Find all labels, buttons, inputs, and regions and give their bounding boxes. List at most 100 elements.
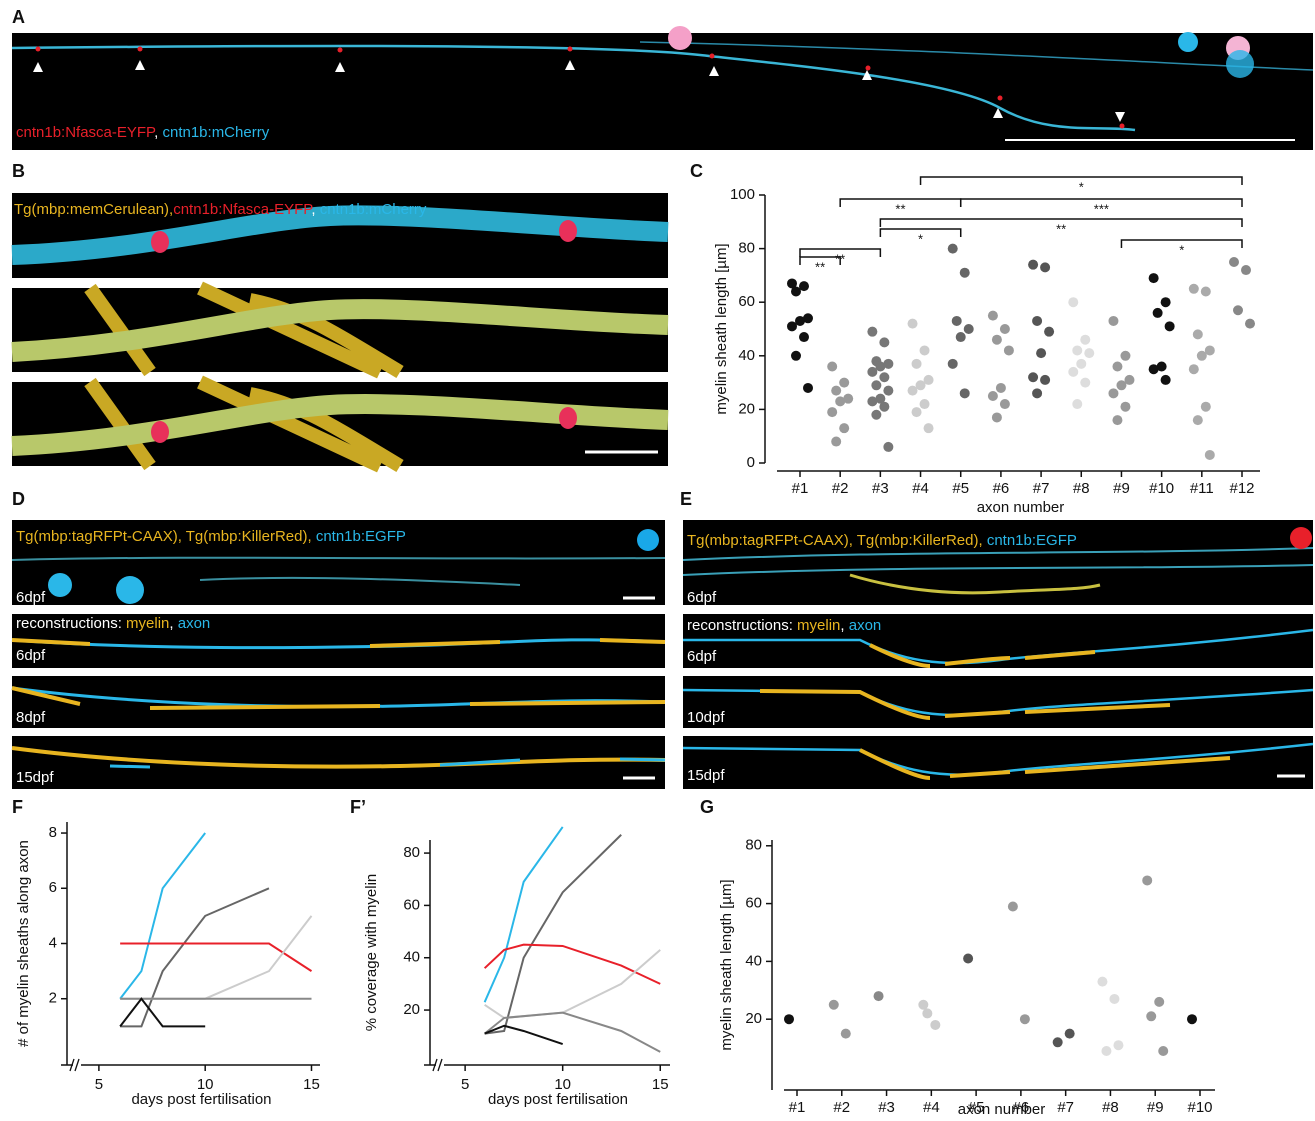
node (151, 231, 169, 253)
axon (11, 686, 666, 709)
data-point (963, 324, 974, 334)
series-line (120, 887, 270, 1028)
data-point (1156, 361, 1167, 372)
y-tick-label: 0 (747, 454, 755, 471)
data-point (1158, 1045, 1169, 1056)
data-point (867, 366, 878, 377)
node (559, 220, 577, 242)
data-point (1112, 415, 1123, 426)
y-tick-label: 20 (738, 400, 755, 417)
data-point (1112, 361, 1123, 372)
data-point (831, 385, 842, 396)
x-tick-label: #12 (1229, 480, 1254, 497)
y-tick-label: 40 (738, 347, 755, 364)
data-point (875, 361, 886, 372)
image-caption: 15dpf (687, 767, 725, 784)
x-tick-label: #2 (833, 1099, 850, 1116)
image-caption: 8dpf (16, 709, 46, 726)
data-point (799, 281, 809, 292)
data-point (843, 393, 854, 404)
data-point (1196, 350, 1207, 361)
data-point (1076, 358, 1087, 369)
data-point (867, 326, 878, 337)
series-line (483, 943, 661, 985)
data-point (883, 385, 894, 396)
caption-part: reconstructions: (16, 615, 126, 632)
significance-bracket (879, 228, 962, 237)
data-point (1064, 1028, 1075, 1039)
cell (116, 576, 144, 604)
data-point (951, 315, 962, 326)
x-tick-label: #8 (1102, 1099, 1119, 1116)
x-tick-label: #8 (1073, 480, 1090, 497)
data-point (1204, 449, 1215, 460)
data-point (828, 999, 839, 1010)
data-point (1164, 321, 1175, 332)
x-tick-label: #4 (912, 480, 929, 497)
x-tick-label: #6 (1013, 1099, 1030, 1116)
x-tick-label: #9 (1147, 1099, 1164, 1116)
data-point (1192, 415, 1203, 426)
x-tick-label: 15 (303, 1076, 320, 1093)
x-tick-label: 10 (554, 1076, 571, 1093)
x-axis-label: axon number (958, 1101, 1046, 1118)
axis-break (432, 1058, 443, 1072)
caption-part: , (169, 615, 177, 632)
caption-part: cntn1b:mCherry (320, 201, 427, 218)
indicator (1290, 527, 1312, 549)
data-point (947, 243, 958, 254)
data-point (791, 350, 801, 361)
data-point (871, 409, 882, 420)
caption-part: 8dpf (16, 709, 46, 726)
x-tick-label: #3 (872, 480, 889, 497)
data-point (1072, 345, 1083, 356)
node (151, 421, 169, 443)
series-line (484, 834, 622, 1035)
data-point (1148, 364, 1159, 375)
x-axis-label: days post fertilisation (488, 1091, 628, 1108)
nodes (35, 46, 1125, 129)
data-point (827, 361, 838, 372)
panel-label: F’ (350, 797, 366, 817)
caption-part: cntn1b:EGFP (316, 528, 406, 545)
data-point (1187, 1014, 1197, 1025)
significance-label: ** (895, 201, 905, 216)
image-caption: reconstructions: myelin, axon (16, 615, 210, 632)
data-point (1148, 273, 1159, 284)
myelin (11, 746, 666, 769)
data-point (1028, 259, 1039, 270)
y-tick-label: 2 (49, 990, 57, 1007)
data-point (1120, 401, 1131, 412)
y-tick-label: 80 (403, 844, 420, 861)
x-tick-label: #7 (1033, 480, 1050, 497)
y-tick-label: 40 (745, 952, 762, 969)
data-point (831, 436, 842, 447)
data-point (883, 358, 894, 369)
image-d (11, 520, 666, 789)
cell (1226, 50, 1254, 78)
indicator (637, 529, 659, 551)
significance-bracket (879, 218, 1243, 227)
image-caption: reconstructions: myelin, axon (687, 617, 881, 634)
caption-part: , (154, 124, 162, 141)
data-point (1120, 350, 1131, 361)
data-point (1080, 334, 1091, 345)
myelin (859, 748, 1231, 780)
caption-part: cntn1b:EGFP (987, 532, 1077, 549)
image-caption: 6dpf (687, 589, 717, 606)
data-point (803, 382, 813, 393)
myelin (759, 689, 1171, 720)
x-tick-label: #5 (952, 480, 969, 497)
caption-part: 6dpf (16, 647, 46, 664)
data-point (1229, 257, 1239, 267)
data-point (883, 441, 894, 452)
panel-label: F (12, 797, 23, 817)
data-point (879, 337, 890, 348)
x-tick-label: #6 (993, 480, 1010, 497)
data-point (1097, 976, 1108, 987)
data-point (1040, 262, 1051, 273)
cell (48, 573, 72, 597)
caption-part: cntn1b:mCherry (162, 124, 269, 141)
series-line (484, 1024, 564, 1046)
data-point (840, 1028, 851, 1039)
